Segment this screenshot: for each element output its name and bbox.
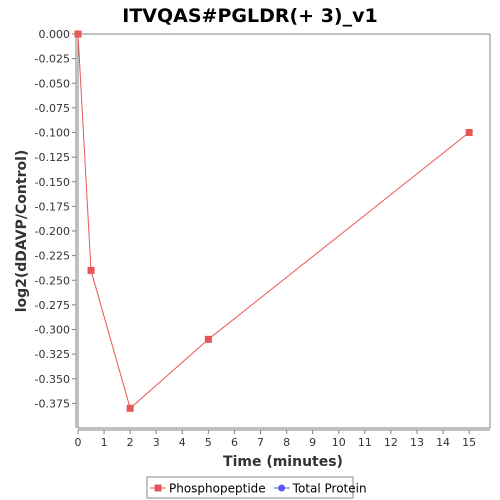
x-tick-label: 7 [257, 436, 264, 449]
legend-label: Total Protein [292, 482, 367, 496]
legend-box [146, 476, 354, 499]
y-tick-label: -0.300 [35, 324, 70, 337]
x-axis-label: Time (minutes) [223, 454, 343, 470]
x-tick-label: 6 [231, 436, 238, 449]
x-axis: 0 1 2 3 4 5 6 7 8 9 10 11 12 13 14 15 [75, 429, 490, 449]
x-tick-label: 2 [127, 436, 134, 449]
y-tick-label: -0.350 [35, 373, 70, 386]
y-tick-label: -0.075 [35, 102, 70, 115]
data-point [87, 266, 95, 274]
x-tick-label: 0 [75, 436, 82, 449]
data-point [465, 129, 473, 136]
series-phosphopeptide [74, 30, 473, 412]
data-point [74, 30, 82, 38]
y-tick-label: -0.250 [35, 274, 70, 287]
plot-area [77, 33, 491, 429]
y-tick-label: -0.325 [35, 348, 70, 361]
legend: Phosphopeptide Total Protein [146, 476, 367, 499]
y-tick-label: -0.150 [35, 176, 70, 189]
legend-marker [278, 484, 286, 492]
x-tick-label: 1 [101, 436, 108, 449]
y-tick-label: -0.225 [35, 250, 70, 263]
x-tick-label: 3 [153, 436, 160, 449]
x-tick-label: 4 [179, 436, 186, 449]
chart-title: ITVQAS#PGLDR(+ 3)_v1 [122, 5, 377, 27]
y-axis-label: log2(dDAVP/Control) [14, 150, 30, 313]
y-tick-label: -0.025 [35, 53, 70, 66]
x-tick-label: 5 [205, 436, 212, 449]
x-tick-label: 13 [410, 436, 424, 449]
y-tick-label: -0.100 [35, 127, 70, 140]
y-axis: 0.000 -0.025 -0.050 -0.075 -0.100 -0.125 -0.15… [35, 28, 77, 428]
data-point [204, 335, 212, 343]
y-tick-label: -0.375 [35, 397, 70, 410]
legend-marker [154, 484, 162, 492]
x-tick-label: 15 [462, 436, 476, 449]
y-tick-label: -0.175 [35, 200, 70, 213]
x-tick-label: 9 [309, 436, 316, 449]
x-tick-label: 10 [332, 436, 346, 449]
x-tick-label: 11 [358, 436, 372, 449]
x-tick-label: 8 [283, 436, 290, 449]
y-tick-label: 0.000 [39, 28, 71, 41]
plot-background [77, 33, 491, 429]
legend-item: Total Protein [273, 482, 367, 496]
y-tick-label: -0.050 [35, 77, 70, 90]
y-tick-label: -0.125 [35, 151, 70, 164]
y-tick-label: -0.200 [35, 225, 70, 238]
x-tick-label: 14 [436, 436, 450, 449]
y-tick-label: -0.275 [35, 299, 70, 312]
data-point [126, 404, 134, 412]
legend-item: Phosphopeptide [150, 482, 266, 496]
x-tick-label: 12 [384, 436, 398, 449]
legend-label: Phosphopeptide [169, 482, 266, 496]
series-layer [74, 30, 473, 412]
